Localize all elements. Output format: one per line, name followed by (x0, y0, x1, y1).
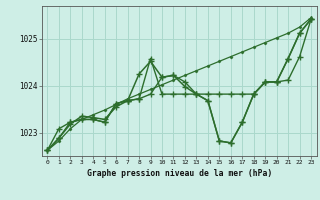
X-axis label: Graphe pression niveau de la mer (hPa): Graphe pression niveau de la mer (hPa) (87, 169, 272, 178)
